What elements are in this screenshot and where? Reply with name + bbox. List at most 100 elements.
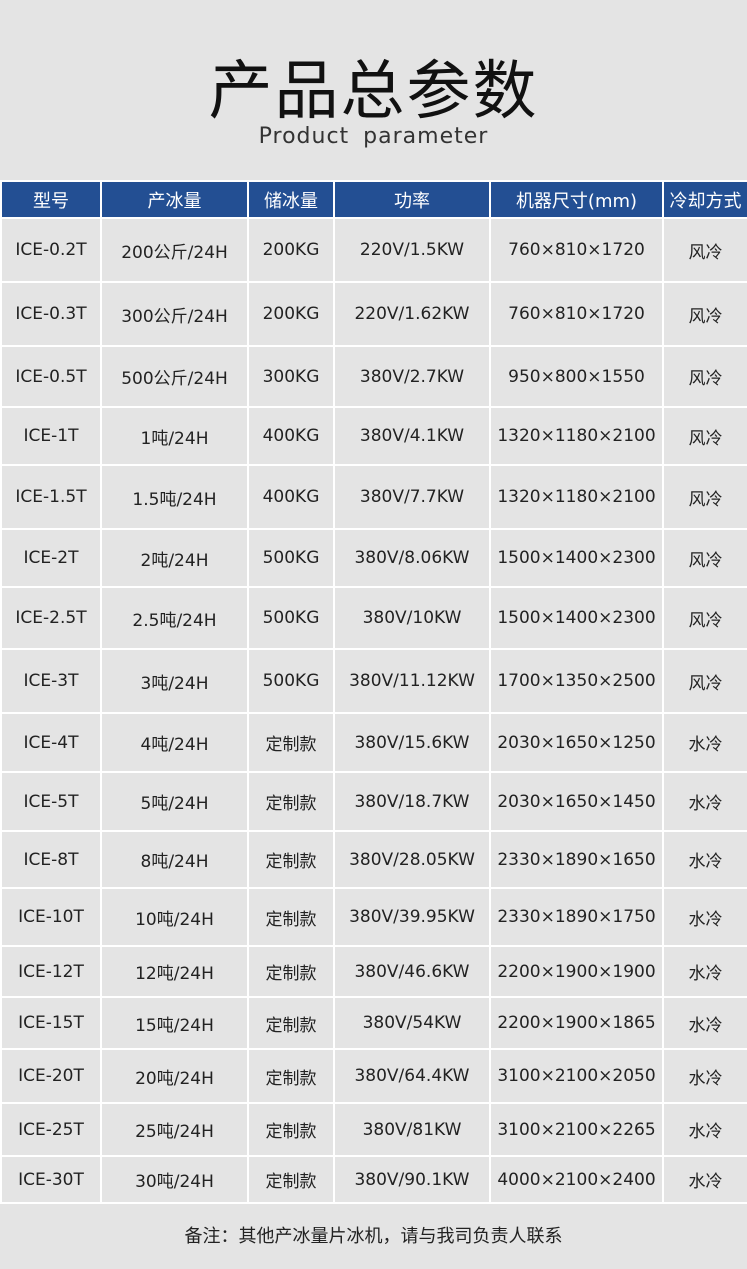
cell-dimensions: 1320×1180×2100 — [489, 464, 664, 530]
cell-cooling: 水冷 — [662, 712, 747, 773]
header-ice-output: 产冰量 — [100, 180, 249, 219]
cell-ice-output: 2吨/24H — [100, 528, 249, 588]
header-ice-storage: 储冰量 — [247, 180, 335, 219]
cell-model: ICE-0.5T — [0, 345, 102, 408]
cell-ice-output: 300公斤/24H — [100, 281, 249, 347]
cell-power: 380V/28.05KW — [333, 830, 491, 889]
cell-power: 380V/81KW — [333, 1102, 491, 1157]
cell-power: 220V/1.5KW — [333, 217, 491, 283]
cell-cooling: 水冷 — [662, 996, 747, 1050]
cell-ice-storage: 定制款 — [247, 830, 335, 889]
page-subtitle: Product parameter — [258, 124, 489, 149]
cell-dimensions: 4000×2100×2400 — [489, 1155, 664, 1204]
cell-model: ICE-3T — [0, 648, 102, 714]
table-row: ICE-10T 10吨/24H 定制款 380V/39.95KW 2330×1890×1… — [0, 887, 747, 947]
cell-model: ICE-0.3T — [0, 281, 102, 347]
table-row: ICE-5T 5吨/24H 定制款 380V/18.7KW 2030×1650×1450… — [0, 771, 747, 832]
cell-cooling: 水冷 — [662, 771, 747, 832]
table-row: ICE-8T 8吨/24H 定制款 380V/28.05KW 2330×1890×165… — [0, 830, 747, 889]
cell-ice-output: 2.5吨/24H — [100, 586, 249, 650]
cell-ice-output: 12吨/24H — [100, 945, 249, 998]
cell-cooling: 水冷 — [662, 830, 747, 889]
cell-ice-output: 20吨/24H — [100, 1048, 249, 1104]
cell-ice-storage: 定制款 — [247, 712, 335, 773]
header-cooling: 冷却方式 — [662, 180, 747, 219]
parameter-table: 型号 产冰量 储冰量 功率 机器尺寸(mm) 冷却方式 ICE-0.2T 200公… — [0, 180, 747, 1204]
cell-model: ICE-4T — [0, 712, 102, 773]
cell-model: ICE-30T — [0, 1155, 102, 1204]
cell-ice-output: 1吨/24H — [100, 406, 249, 466]
table-row: ICE-0.5T 500公斤/24H 300KG 380V/2.7KW 950×800×… — [0, 345, 747, 408]
table-row: ICE-1T 1吨/24H 400KG 380V/4.1KW 1320×1180×210… — [0, 406, 747, 466]
cell-cooling: 风冷 — [662, 406, 747, 466]
cell-power: 380V/10KW — [333, 586, 491, 650]
cell-power: 380V/15.6KW — [333, 712, 491, 773]
cell-ice-storage: 400KG — [247, 464, 335, 530]
cell-dimensions: 3100×2100×2050 — [489, 1048, 664, 1104]
cell-dimensions: 1320×1180×2100 — [489, 406, 664, 466]
table-row: ICE-0.2T 200公斤/24H 200KG 220V/1.5KW 760×810×… — [0, 217, 747, 283]
cell-dimensions: 2330×1890×1750 — [489, 887, 664, 947]
cell-cooling: 风冷 — [662, 586, 747, 650]
cell-power: 380V/11.12KW — [333, 648, 491, 714]
cell-cooling: 风冷 — [662, 217, 747, 283]
table-row: ICE-4T 4吨/24H 定制款 380V/15.6KW 2030×1650×1250… — [0, 712, 747, 773]
cell-ice-output: 25吨/24H — [100, 1102, 249, 1157]
cell-ice-storage: 300KG — [247, 345, 335, 408]
cell-model: ICE-2T — [0, 528, 102, 588]
cell-ice-storage: 定制款 — [247, 887, 335, 947]
cell-power: 380V/46.6KW — [333, 945, 491, 998]
cell-ice-output: 200公斤/24H — [100, 217, 249, 283]
cell-power: 380V/7.7KW — [333, 464, 491, 530]
table-row: ICE-1.5T 1.5吨/24H 400KG 380V/7.7KW 1320×1180… — [0, 464, 747, 530]
cell-power: 220V/1.62KW — [333, 281, 491, 347]
cell-cooling: 水冷 — [662, 1048, 747, 1104]
cell-cooling: 风冷 — [662, 281, 747, 347]
cell-ice-storage: 500KG — [247, 648, 335, 714]
cell-ice-storage: 200KG — [247, 281, 335, 347]
cell-dimensions: 2330×1890×1650 — [489, 830, 664, 889]
cell-ice-output: 15吨/24H — [100, 996, 249, 1050]
cell-model: ICE-5T — [0, 771, 102, 832]
cell-cooling: 水冷 — [662, 1155, 747, 1204]
cell-dimensions: 2200×1900×1865 — [489, 996, 664, 1050]
header-power: 功率 — [333, 180, 491, 219]
cell-ice-storage: 定制款 — [247, 771, 335, 832]
cell-power: 380V/90.1KW — [333, 1155, 491, 1204]
cell-ice-storage: 定制款 — [247, 1102, 335, 1157]
cell-model: ICE-10T — [0, 887, 102, 947]
table-row: ICE-12T 12吨/24H 定制款 380V/46.6KW 2200×1900×19… — [0, 945, 747, 998]
cell-dimensions: 1500×1400×2300 — [489, 586, 664, 650]
table-row: ICE-20T 20吨/24H 定制款 380V/64.4KW 3100×2100×20… — [0, 1048, 747, 1104]
table-row: ICE-2T 2吨/24H 500KG 380V/8.06KW 1500×1400×23… — [0, 528, 747, 588]
cell-dimensions: 2030×1650×1450 — [489, 771, 664, 832]
cell-power: 380V/2.7KW — [333, 345, 491, 408]
table-row: ICE-30T 30吨/24H 定制款 380V/90.1KW 4000×2100×24… — [0, 1155, 747, 1204]
cell-model: ICE-12T — [0, 945, 102, 998]
cell-dimensions: 760×810×1720 — [489, 281, 664, 347]
cell-dimensions: 950×800×1550 — [489, 345, 664, 408]
cell-ice-storage: 400KG — [247, 406, 335, 466]
table-row: ICE-0.3T 300公斤/24H 200KG 220V/1.62KW 760×810… — [0, 281, 747, 347]
cell-ice-output: 3吨/24H — [100, 648, 249, 714]
cell-model: ICE-0.2T — [0, 217, 102, 283]
table-row: ICE-15T 15吨/24H 定制款 380V/54KW 2200×1900×1865… — [0, 996, 747, 1050]
cell-power: 380V/18.7KW — [333, 771, 491, 832]
cell-ice-storage: 定制款 — [247, 996, 335, 1050]
cell-model: ICE-25T — [0, 1102, 102, 1157]
cell-power: 380V/54KW — [333, 996, 491, 1050]
cell-ice-storage: 200KG — [247, 217, 335, 283]
cell-cooling: 风冷 — [662, 464, 747, 530]
cell-power: 380V/8.06KW — [333, 528, 491, 588]
cell-dimensions: 1500×1400×2300 — [489, 528, 664, 588]
cell-model: ICE-20T — [0, 1048, 102, 1104]
cell-ice-output: 10吨/24H — [100, 887, 249, 947]
cell-ice-storage: 定制款 — [247, 1155, 335, 1204]
cell-cooling: 水冷 — [662, 887, 747, 947]
cell-dimensions: 3100×2100×2265 — [489, 1102, 664, 1157]
cell-ice-output: 500公斤/24H — [100, 345, 249, 408]
cell-cooling: 水冷 — [662, 1102, 747, 1157]
cell-power: 380V/39.95KW — [333, 887, 491, 947]
cell-ice-storage: 500KG — [247, 528, 335, 588]
footer-note: 备注：其他产冰量片冰机，请与我司负责人联系 — [184, 1226, 563, 1247]
